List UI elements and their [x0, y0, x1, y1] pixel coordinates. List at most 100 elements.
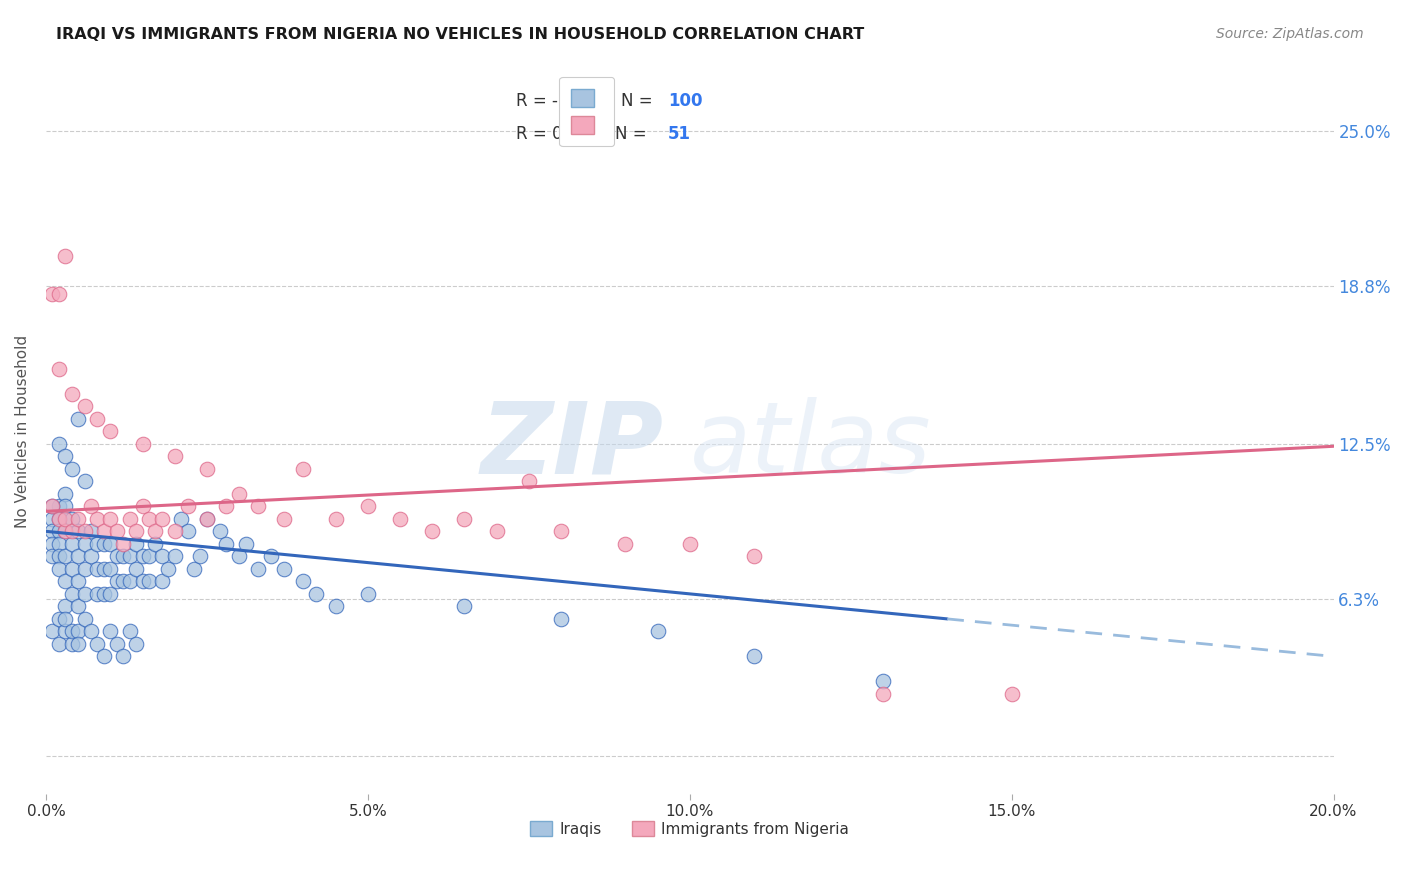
- Point: [163, 524, 186, 539]
- Point: [614, 537, 637, 551]
- Point: [112, 549, 135, 564]
- Point: [357, 500, 380, 514]
- Point: [73, 562, 96, 576]
- Point: [679, 537, 702, 551]
- Point: [125, 537, 148, 551]
- Point: [118, 574, 141, 589]
- Point: [53, 450, 76, 464]
- Point: [53, 612, 76, 626]
- Point: [145, 524, 167, 539]
- Point: [60, 512, 83, 526]
- Point: [48, 512, 70, 526]
- Point: [98, 537, 121, 551]
- Point: [105, 549, 128, 564]
- Point: [150, 549, 173, 564]
- Text: ZIP: ZIP: [481, 397, 664, 494]
- Point: [67, 512, 90, 526]
- Point: [67, 574, 90, 589]
- Point: [183, 562, 205, 576]
- Point: [73, 537, 96, 551]
- Point: [48, 549, 70, 564]
- Point: [112, 574, 135, 589]
- Point: [190, 549, 212, 564]
- Point: [125, 637, 148, 651]
- Point: [67, 624, 90, 639]
- Point: [150, 512, 173, 526]
- Point: [48, 524, 70, 539]
- Point: [273, 512, 295, 526]
- Point: [247, 562, 270, 576]
- Point: [86, 637, 108, 651]
- Point: [517, 475, 540, 489]
- Point: [60, 537, 83, 551]
- Point: [742, 549, 765, 564]
- Point: [215, 537, 238, 551]
- Point: [118, 624, 141, 639]
- Point: [41, 524, 63, 539]
- Point: [872, 674, 894, 689]
- Point: [176, 500, 198, 514]
- Point: [215, 500, 238, 514]
- Point: [170, 512, 193, 526]
- Point: [73, 475, 96, 489]
- Point: [98, 512, 121, 526]
- Point: [53, 574, 76, 589]
- Point: [80, 500, 103, 514]
- Point: [86, 537, 108, 551]
- Point: [247, 500, 270, 514]
- Point: [235, 537, 257, 551]
- Point: [53, 500, 76, 514]
- Point: [131, 549, 153, 564]
- Point: [647, 624, 669, 639]
- Point: [195, 512, 218, 526]
- Point: [112, 649, 135, 664]
- Point: [93, 649, 115, 664]
- Y-axis label: No Vehicles in Household: No Vehicles in Household: [15, 334, 30, 528]
- Point: [48, 286, 70, 301]
- Point: [325, 599, 347, 614]
- Point: [48, 637, 70, 651]
- Point: [53, 524, 76, 539]
- Point: [105, 637, 128, 651]
- Point: [67, 637, 90, 651]
- Point: [73, 587, 96, 601]
- Point: [48, 562, 70, 576]
- Point: [41, 500, 63, 514]
- Point: [138, 549, 160, 564]
- Point: [53, 249, 76, 263]
- Point: [41, 286, 63, 301]
- Point: [98, 624, 121, 639]
- Legend: Iraqis, Immigrants from Nigeria: Iraqis, Immigrants from Nigeria: [523, 814, 856, 845]
- Point: [125, 524, 148, 539]
- Point: [228, 487, 250, 501]
- Point: [53, 524, 76, 539]
- Text: 100: 100: [668, 92, 703, 111]
- Point: [150, 574, 173, 589]
- Point: [273, 562, 295, 576]
- Point: [357, 587, 380, 601]
- Text: R = 0.047   N =: R = 0.047 N =: [516, 125, 652, 143]
- Point: [60, 637, 83, 651]
- Point: [872, 687, 894, 701]
- Point: [41, 549, 63, 564]
- Point: [53, 512, 76, 526]
- Point: [60, 462, 83, 476]
- Point: [73, 399, 96, 413]
- Point: [157, 562, 180, 576]
- Point: [86, 512, 108, 526]
- Point: [86, 411, 108, 425]
- Point: [67, 524, 90, 539]
- Point: [98, 562, 121, 576]
- Point: [742, 649, 765, 664]
- Point: [453, 512, 475, 526]
- Text: R = -0.187   N =: R = -0.187 N =: [516, 92, 658, 111]
- Point: [48, 612, 70, 626]
- Point: [163, 549, 186, 564]
- Point: [138, 574, 160, 589]
- Point: [67, 549, 90, 564]
- Point: [176, 524, 198, 539]
- Point: [138, 512, 160, 526]
- Point: [60, 587, 83, 601]
- Text: Source: ZipAtlas.com: Source: ZipAtlas.com: [1216, 27, 1364, 41]
- Text: IRAQI VS IMMIGRANTS FROM NIGERIA NO VEHICLES IN HOUSEHOLD CORRELATION CHART: IRAQI VS IMMIGRANTS FROM NIGERIA NO VEHI…: [56, 27, 865, 42]
